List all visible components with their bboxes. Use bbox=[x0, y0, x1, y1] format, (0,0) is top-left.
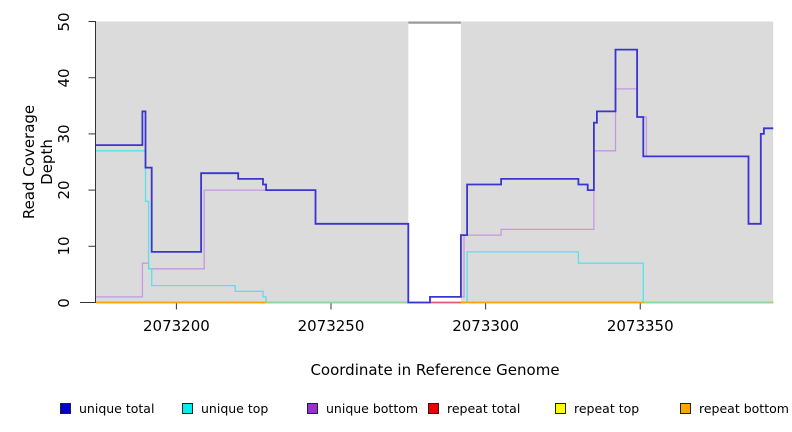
y-tick-label: 0 bbox=[55, 297, 73, 308]
legend-swatch-repeat-bottom bbox=[680, 402, 691, 414]
x-tick-label: 2073200 bbox=[142, 317, 210, 335]
legend-swatch-unique-bottom bbox=[307, 402, 318, 414]
x-tick-label: 2073250 bbox=[297, 317, 365, 335]
legend-item-unique-total: unique total bbox=[60, 400, 154, 416]
legend-label: unique top bbox=[201, 400, 269, 416]
y-tick-label: 30 bbox=[55, 124, 73, 144]
x-tick-label: 2073350 bbox=[606, 317, 674, 335]
y-tick-label: 10 bbox=[55, 236, 73, 256]
legend-item-repeat-bottom: repeat bottom bbox=[680, 400, 789, 416]
legend-label: repeat top bbox=[574, 400, 640, 416]
legend-item-repeat-top: repeat top bbox=[555, 400, 639, 416]
legend-swatch-unique-top bbox=[182, 402, 193, 414]
y-tick-label: 40 bbox=[55, 68, 73, 88]
legend-label: repeat total bbox=[447, 400, 521, 416]
legend-item-unique-bottom: unique bottom bbox=[307, 400, 418, 416]
legend-swatch-repeat-top bbox=[555, 402, 566, 414]
x-tick-label: 2073300 bbox=[452, 317, 520, 335]
legend-label: unique bottom bbox=[326, 400, 419, 416]
legend-item-repeat-total: repeat total bbox=[428, 400, 520, 416]
legend-swatch-repeat-total bbox=[428, 402, 439, 414]
legend-swatch-unique-total bbox=[60, 402, 71, 414]
series-unique-total-line bbox=[96, 48, 774, 304]
legend-label: repeat bottom bbox=[699, 400, 789, 416]
x-axis-label: Coordinate in Reference Genome bbox=[310, 361, 560, 379]
masked-region-cap bbox=[408, 21, 461, 24]
y-axis-label: Read Coverage Depth bbox=[20, 104, 56, 220]
masked-region bbox=[408, 23, 461, 303]
legend-item-unique-top: unique top bbox=[182, 400, 268, 416]
legend-label: unique total bbox=[79, 400, 155, 416]
series-unique-top-line bbox=[96, 150, 774, 304]
y-tick-label: 50 bbox=[55, 11, 73, 32]
y-tick-label: 20 bbox=[55, 180, 73, 200]
